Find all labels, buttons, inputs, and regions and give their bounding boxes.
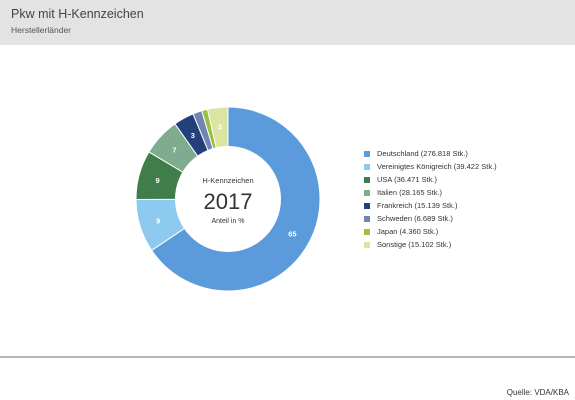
slice-labels: 65 9 9 7 3 3 (155, 122, 296, 238)
center-year: 2017 (204, 189, 253, 214)
legend-swatch-6 (364, 228, 370, 235)
legend-item-6: Japan (4.360 Stk.) (364, 225, 497, 238)
header-bar: Pkw mit H-Kennzeichen Herstellerländer (0, 0, 575, 45)
legend-swatch-3 (364, 189, 370, 196)
legend-swatch-7 (364, 241, 370, 248)
legend-item-0: Deutschland (276.818 Stk.) (364, 147, 497, 160)
source-note: Quelle: VDA/KBA (506, 388, 569, 397)
legend-swatch-2 (364, 176, 370, 183)
center-label: H-Kennzeichen (202, 176, 253, 185)
center-unit: Anteil in % (211, 218, 244, 225)
legend-label-5: Schweden (6.689 Stk.) (377, 214, 453, 223)
slice-label-3: 7 (172, 145, 176, 154)
donut-hole (175, 146, 281, 252)
legend-item-5: Schweden (6.689 Stk.) (364, 212, 497, 225)
legend-item-3: Italien (28.165 Stk.) (364, 186, 497, 199)
legend-item-1: Vereinigtes Königreich (39.422 Stk.) (364, 160, 497, 173)
bottom-divider (0, 356, 575, 358)
legend-label-6: Japan (4.360 Stk.) (377, 227, 439, 236)
legend-label-3: Italien (28.165 Stk.) (377, 188, 443, 197)
chart-legend: Deutschland (276.818 Stk.) Vereinigtes Kö… (364, 147, 497, 251)
legend-item-7: Sonstige (15.102 Stk.) (364, 238, 497, 251)
legend-label-4: Frankreich (15.139 Stk.) (377, 201, 458, 210)
slice-label-7: 3 (218, 122, 222, 131)
legend-swatch-1 (364, 163, 370, 170)
legend-swatch-5 (364, 215, 370, 222)
legend-label-0: Deutschland (276.818 Stk.) (377, 149, 468, 158)
legend-item-4: Frankreich (15.139 Stk.) (364, 199, 497, 212)
legend-label-7: Sonstige (15.102 Stk.) (377, 240, 452, 249)
slice-label-0: 65 (288, 229, 296, 238)
slice-label-1: 9 (156, 217, 160, 226)
slice-label-4: 3 (191, 131, 195, 140)
legend-swatch-0 (364, 150, 370, 157)
slice-label-2: 9 (155, 176, 159, 185)
legend-item-2: USA (36.471 Stk.) (364, 173, 497, 186)
legend-swatch-4 (364, 202, 370, 209)
donut-chart: 65 9 9 7 3 3 H-Kennzeichen 2017 Anteil in % (135, 106, 321, 292)
chart-subtitle: Herstellerländer (11, 25, 71, 35)
legend-label-2: USA (36.471 Stk.) (377, 175, 438, 184)
chart-title: Pkw mit H-Kennzeichen (11, 7, 144, 21)
legend-label-1: Vereinigtes Königreich (39.422 Stk.) (377, 162, 497, 171)
